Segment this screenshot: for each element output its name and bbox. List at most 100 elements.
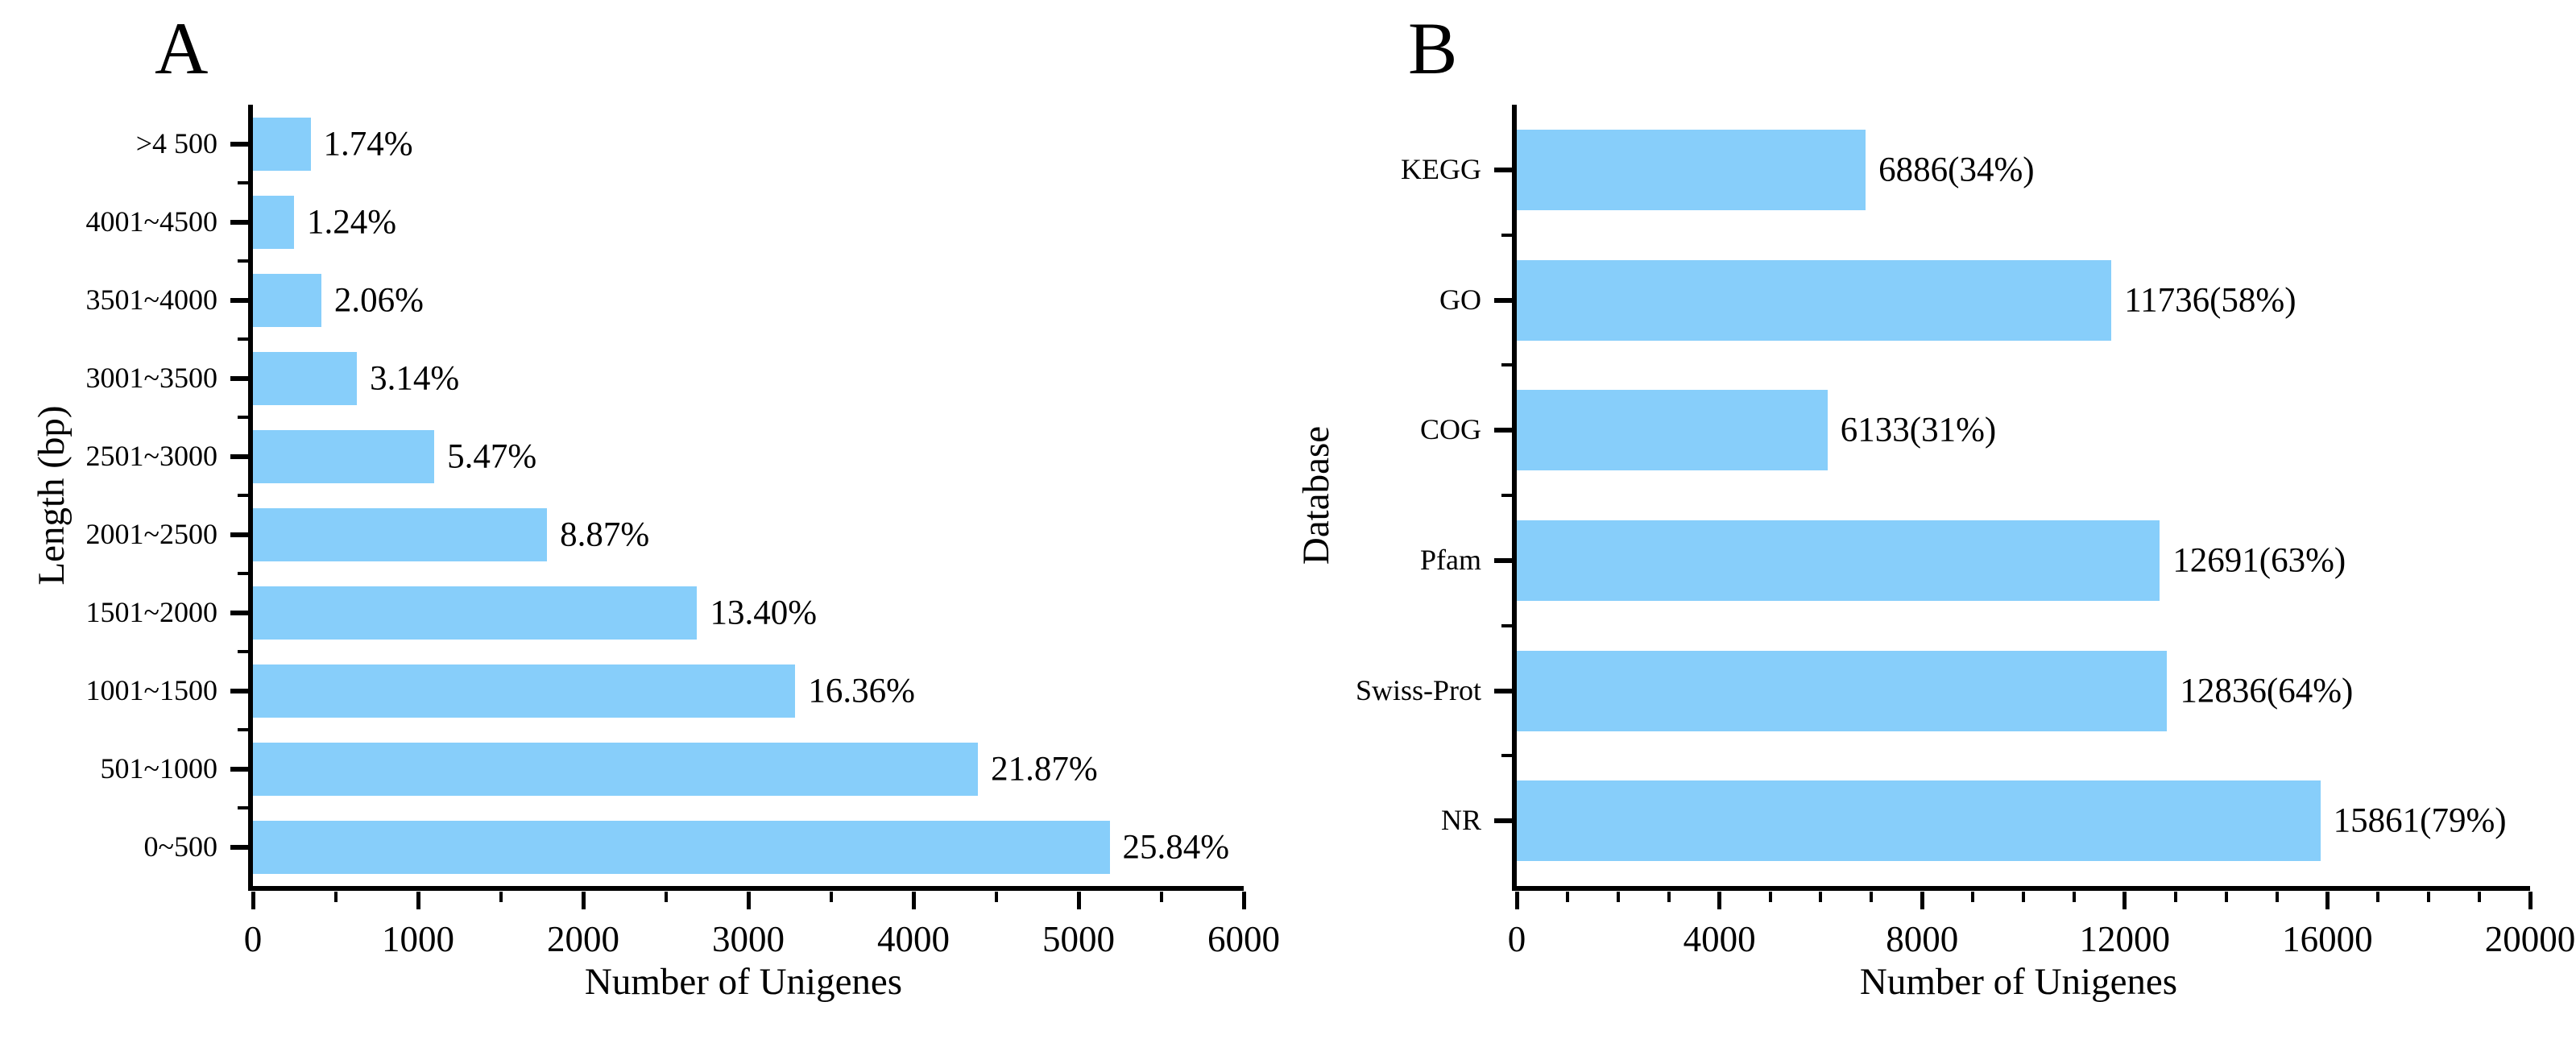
x-major-tick <box>911 892 916 909</box>
x-minor-tick <box>664 892 668 902</box>
category-label: 0~500 <box>143 830 217 863</box>
category-label: KEGG <box>1401 153 1481 186</box>
bar <box>253 507 548 561</box>
x-minor-tick <box>1870 892 1874 902</box>
y-major-tick <box>230 688 248 693</box>
x-minor-tick <box>499 892 503 902</box>
x-tick-label: 6000 <box>1207 919 1280 959</box>
category-label: 3501~4000 <box>85 283 217 316</box>
y-major-tick <box>230 297 248 303</box>
bar <box>253 586 698 640</box>
x-minor-tick <box>829 892 833 902</box>
x-minor-tick <box>1768 892 1772 902</box>
y-major-tick <box>1494 167 1512 172</box>
x-tick-label: 16000 <box>2282 919 2373 959</box>
y-minor-tick <box>238 494 248 497</box>
bar <box>253 351 358 405</box>
x-major-tick <box>1076 892 1081 909</box>
y-minor-tick <box>1501 754 1512 758</box>
bar-value-label: 5.47% <box>447 437 537 475</box>
y-minor-tick <box>1501 363 1512 367</box>
x-minor-tick <box>1159 892 1163 902</box>
y-major-tick <box>1494 688 1512 693</box>
x-major-tick <box>2325 892 2330 909</box>
bar-value-label: 1.74% <box>323 124 413 163</box>
panel-b-plot-area: 6886(34%) KEGG 11736(58%) GO 6133(31%) COG 126… <box>1356 105 2575 959</box>
y-major-tick <box>230 219 248 225</box>
category-label: 4001~4500 <box>85 205 217 238</box>
y-major-tick <box>230 453 248 459</box>
bar-value-label: 16.36% <box>808 671 915 710</box>
x-major-tick <box>1717 892 1722 909</box>
x-minor-tick <box>1565 892 1569 902</box>
y-major-tick <box>230 375 248 381</box>
bar <box>253 820 1110 874</box>
bar-value-label: 12691(63%) <box>2172 541 2346 580</box>
x-tick-label: 4000 <box>877 919 950 959</box>
x-tick-label: 0 <box>1507 919 1526 959</box>
x-tick-label: 1000 <box>382 919 454 959</box>
x-minor-tick <box>333 892 338 902</box>
panel-a-plot-area: 1.74% >4 500 1.24% 4001~4500 2.06% 3501~4000 3… <box>86 105 1280 959</box>
y-major-tick <box>230 610 248 615</box>
x-tick-label: 4000 <box>1683 919 1756 959</box>
x-major-tick <box>2528 892 2533 909</box>
y-major-tick <box>230 844 248 850</box>
y-minor-tick <box>1501 494 1512 497</box>
y-major-tick <box>1494 818 1512 824</box>
x-major-tick <box>416 892 420 909</box>
bar <box>1517 780 2321 862</box>
bar-value-label: 12836(64%) <box>2180 671 2354 710</box>
bar <box>1517 129 1866 210</box>
x-tick-label: 12000 <box>2079 919 2171 959</box>
y-major-tick <box>230 532 248 537</box>
y-minor-tick <box>238 650 248 653</box>
bar <box>1517 390 1828 471</box>
y-major-tick <box>230 141 248 147</box>
x-minor-tick <box>1819 892 1823 902</box>
y-minor-tick <box>238 416 248 419</box>
x-tick-label: 20000 <box>2484 919 2576 959</box>
bar-value-label: 3.14% <box>370 358 460 397</box>
bar-value-label: 21.87% <box>991 749 1098 788</box>
x-major-tick <box>251 892 255 909</box>
y-minor-tick <box>1501 623 1512 627</box>
x-minor-tick <box>2072 892 2076 902</box>
bar-value-label: 25.84% <box>1122 827 1230 866</box>
bar-value-label: 8.87% <box>560 515 650 553</box>
x-tick-label: 2000 <box>547 919 619 959</box>
bar-value-label: 13.40% <box>710 593 818 631</box>
y-major-tick <box>230 766 248 772</box>
bar <box>1517 259 2112 341</box>
x-minor-tick <box>1616 892 1620 902</box>
bar <box>253 664 796 718</box>
y-minor-tick <box>1501 233 1512 237</box>
category-label: 1501~2000 <box>85 595 217 628</box>
bar <box>1517 520 2160 601</box>
category-label: COG <box>1419 413 1481 446</box>
bar <box>253 195 295 249</box>
y-major-tick <box>1494 297 1512 303</box>
x-minor-tick <box>2478 892 2482 902</box>
category-label: 2001~2500 <box>85 517 217 550</box>
x-minor-tick <box>1971 892 1975 902</box>
x-minor-tick <box>2173 892 2177 902</box>
x-major-tick <box>1241 892 1246 909</box>
y-major-tick <box>1494 428 1512 433</box>
x-major-tick <box>746 892 751 909</box>
panel-a-y-axis-title-text: Length (bp) <box>31 405 72 586</box>
y-minor-tick <box>238 572 248 575</box>
panel-a-x-axis-title: Number of Unigenes <box>584 961 903 1003</box>
x-tick-label: 5000 <box>1042 919 1115 959</box>
bar-value-label: 11736(58%) <box>2124 280 2296 319</box>
category-label: GO <box>1439 283 1481 316</box>
category-label: >4 500 <box>135 126 217 159</box>
x-minor-tick <box>2427 892 2431 902</box>
y-minor-tick <box>238 337 248 341</box>
bar-value-label: 6886(34%) <box>1878 151 2035 189</box>
y-major-tick <box>1494 557 1512 563</box>
y-minor-tick <box>238 728 248 731</box>
category-label: NR <box>1440 804 1481 837</box>
bar <box>253 429 435 483</box>
x-minor-tick <box>2022 892 2025 902</box>
